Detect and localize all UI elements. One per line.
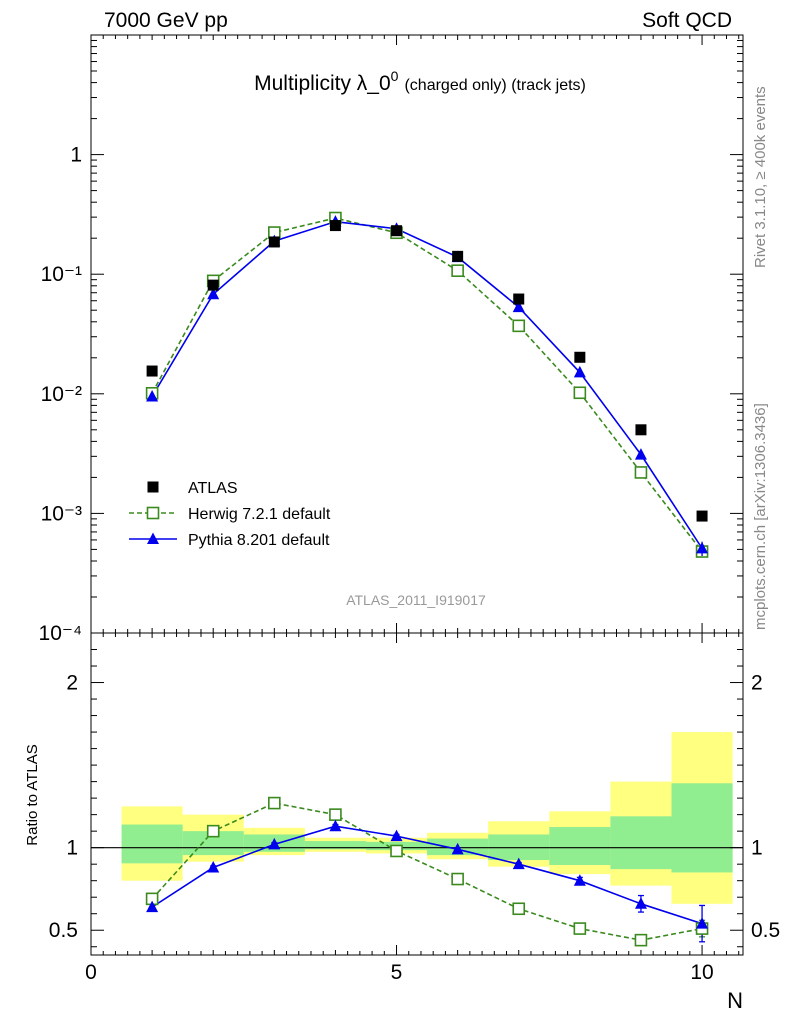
ratio-herwig-point bbox=[512, 902, 526, 916]
herwig-point bbox=[451, 264, 464, 277]
atlas-point bbox=[696, 510, 708, 522]
ratio-pythia-line bbox=[151, 825, 703, 925]
ratio-frame bbox=[90, 632, 744, 956]
x-tick-label: 5 bbox=[391, 961, 403, 984]
ratio-pythia-point bbox=[634, 897, 647, 909]
atlas-point bbox=[207, 279, 219, 291]
y-tick-label: 10⁻⁴ bbox=[39, 622, 82, 645]
ratio-pythia-point bbox=[512, 857, 525, 870]
pythia-point bbox=[512, 300, 525, 313]
main-panel: 10⁻⁴ 10⁻³ 10⁻² 10⁻¹ 1 ATLAS Herwig 7.2.1 defau… bbox=[39, 34, 744, 955]
pythia-point bbox=[634, 448, 647, 460]
herwig-point bbox=[512, 319, 526, 333]
ratio-pythia-point bbox=[451, 842, 464, 855]
legend-pythia-marker bbox=[147, 532, 159, 544]
legend-label: Herwig 7.2.1 default bbox=[188, 506, 331, 523]
ratio-inner-band bbox=[121, 824, 183, 864]
herwig-line bbox=[151, 217, 703, 553]
process-label: Soft QCD bbox=[642, 9, 732, 32]
legend-herwig-marker bbox=[146, 506, 160, 520]
x-tick-label: 0 bbox=[85, 961, 97, 984]
analysis-label: ATLAS_2011_I919017 bbox=[346, 592, 486, 608]
atlas-point bbox=[452, 250, 464, 262]
ratio-herwig-point bbox=[390, 844, 403, 858]
ratio-herwig-point bbox=[634, 933, 648, 947]
ratio-y-tick-label-right: 2 bbox=[751, 672, 763, 695]
ratio-y-tick-label: 2 bbox=[66, 672, 78, 695]
y-tick-label: 10⁻² bbox=[41, 383, 82, 406]
legend-label: ATLAS bbox=[188, 480, 238, 497]
ratio-inner-band bbox=[671, 783, 733, 873]
atlas-point bbox=[391, 225, 403, 237]
ratio-herwig-point bbox=[451, 872, 464, 886]
y-tick-label: 1 bbox=[70, 144, 82, 167]
ratio-herwig-point bbox=[268, 796, 281, 810]
ratio-inner-band bbox=[304, 841, 366, 850]
ratio-pythia-point bbox=[268, 837, 281, 850]
pythia-point bbox=[696, 541, 709, 554]
atlas-point bbox=[513, 293, 525, 305]
ratio-inner-band bbox=[610, 816, 672, 870]
ratio-pythia-point bbox=[329, 819, 342, 832]
herwig-point bbox=[573, 386, 587, 400]
ratio-y-tick-label: 0.5 bbox=[49, 919, 78, 942]
ratio-y-tick-label: 1 bbox=[66, 837, 78, 860]
ratio-herwig-line bbox=[151, 802, 703, 941]
chart-title: Multiplicity λ_00(charged only) (track j… bbox=[254, 68, 586, 95]
pythia-line bbox=[151, 220, 703, 549]
ratio-y-tick-label-right: 1 bbox=[751, 837, 763, 860]
pythia-point bbox=[146, 389, 159, 402]
ratio-pythia-point bbox=[146, 900, 159, 913]
energy-label: 7000 GeV pp bbox=[104, 9, 228, 32]
y-tick-label: 10⁻³ bbox=[41, 502, 82, 525]
y-tick-label: 10⁻¹ bbox=[41, 263, 82, 286]
atlas-point bbox=[146, 365, 158, 377]
ratio-panel: 0 5 10 0.5 0.5 1 1 2 2 bbox=[49, 632, 780, 984]
ratio-y-tick-label-right: 0.5 bbox=[751, 919, 780, 942]
ratio-y-axis-label: Ratio to ATLAS bbox=[24, 744, 41, 845]
x-axis-label: N bbox=[727, 988, 743, 1013]
atlas-point bbox=[635, 424, 647, 436]
pythia-point bbox=[207, 287, 220, 300]
ratio-pythia-point bbox=[696, 917, 709, 929]
atlas-point bbox=[268, 236, 280, 248]
atlas-point bbox=[574, 351, 586, 363]
ratio-pythia-point bbox=[573, 874, 586, 886]
ratio-herwig-point bbox=[573, 922, 587, 935]
legend-label: Pythia 8.201 default bbox=[188, 532, 330, 549]
legend-atlas-marker bbox=[147, 481, 159, 493]
ratio-inner-band bbox=[549, 827, 611, 866]
atlas-point bbox=[329, 220, 341, 232]
ratio-herwig-point bbox=[206, 824, 220, 838]
herwig-point bbox=[634, 466, 648, 479]
pythia-point bbox=[573, 365, 586, 378]
x-tick-label: 10 bbox=[690, 961, 713, 984]
ratio-herwig-point bbox=[329, 808, 342, 821]
ratio-pythia-point bbox=[207, 860, 220, 873]
ratio-pythia-point bbox=[390, 829, 403, 842]
